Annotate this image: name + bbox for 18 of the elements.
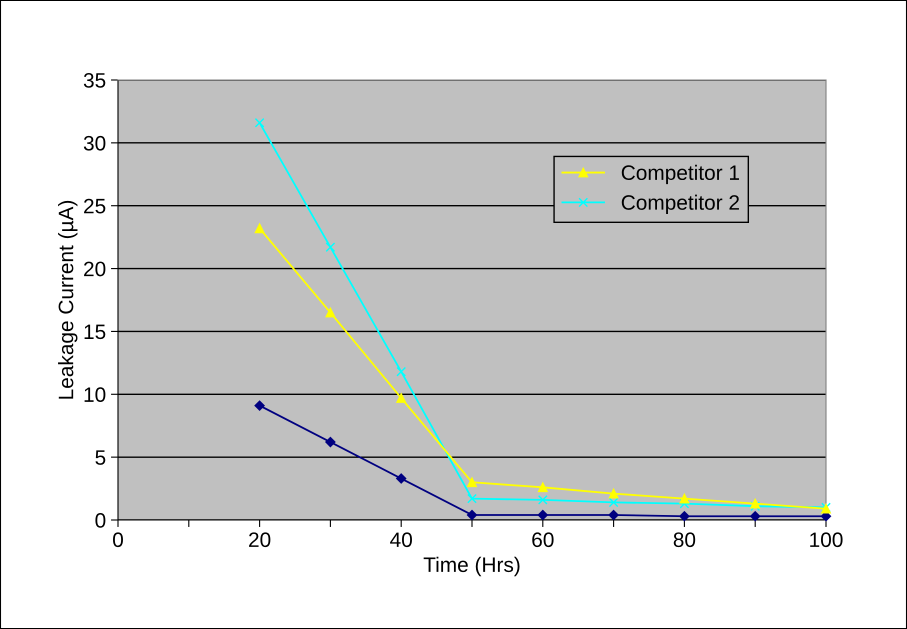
x-tick-label: 60 [532,532,554,548]
y-tick-label: 30 [84,136,106,151]
x-tick-label: 20 [249,532,270,548]
y-tick-label: 25 [84,198,106,214]
y-tick-label: 35 [84,73,106,88]
x-tick-label: 100 [810,532,843,548]
legend-label: Competitor 1 [622,164,739,184]
x-tick-label: 0 [113,532,123,548]
y-tick-label: 0 [95,513,106,528]
y-tick-label: 15 [84,324,106,340]
x-tick-label: 40 [390,532,412,548]
y-tick-label: 10 [84,387,106,402]
y-tick-label: 5 [95,450,106,465]
y-tick-label: 20 [84,262,106,276]
legend-label: Competitor 2 [622,194,739,214]
y-axis-title: Leakage Current (µA) [58,200,78,399]
x-tick-label: 80 [674,532,696,548]
x-axis-title: Time (Hrs) [424,556,520,576]
